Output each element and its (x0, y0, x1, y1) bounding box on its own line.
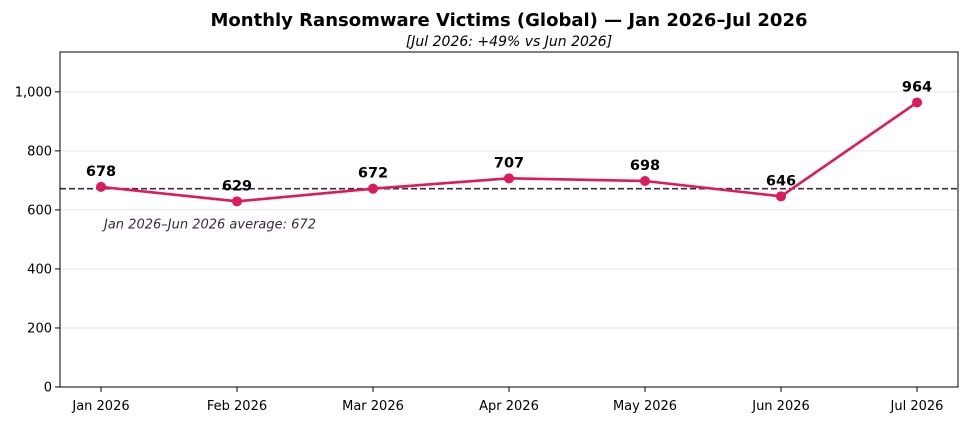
chart-subtitle: [Jul 2026: +49% vs Jun 2026] (406, 34, 612, 50)
data-point (776, 191, 786, 202)
data-label: 707 (494, 155, 524, 171)
data-point (640, 175, 650, 186)
data-label: 629 (222, 178, 252, 194)
data-point (504, 173, 514, 184)
x-tick-label: Mar 2026 (342, 399, 404, 414)
data-point (912, 97, 922, 108)
data-point (368, 183, 378, 194)
average-reference: Jan 2026–Jun 2026 average: 672 (60, 187, 958, 233)
x-tick-label: May 2026 (613, 399, 677, 414)
data-point (232, 196, 242, 207)
chart-title: Monthly Ransomware Victims (Global) — Ja… (211, 10, 808, 31)
plot-frame (59, 51, 959, 388)
x-tick-label: Jun 2026 (751, 399, 810, 414)
axes: 0 200 400 600 800 1,000 Jan 2026 Feb 2026 Mar 20… (15, 85, 944, 414)
data-label: 672 (358, 166, 388, 182)
x-tick-label: Jan 2026 (71, 399, 129, 414)
data-label: 964 (902, 79, 932, 95)
average-label: Jan 2026–Jun 2026 average: 672 (101, 218, 316, 233)
x-tick-label: Jul 2026 (890, 399, 944, 414)
y-tick-label: 1,000 (15, 85, 52, 100)
data-label: 646 (766, 173, 796, 189)
y-tick-label: 400 (27, 262, 52, 277)
data-label: 678 (86, 164, 116, 180)
gridlines (60, 91, 958, 329)
y-tick-label: 0 (44, 381, 52, 396)
y-tick-label: 200 (27, 321, 52, 336)
x-tick-label: Apr 2026 (479, 399, 539, 414)
y-tick-label: 600 (27, 203, 52, 218)
y-tick-label: 800 (27, 144, 52, 159)
data-point (96, 181, 106, 192)
data-label: 698 (630, 158, 660, 174)
x-tick-label: Feb 2026 (207, 399, 267, 414)
series-group: 678 629 672 707 698 646 964 (86, 79, 932, 207)
